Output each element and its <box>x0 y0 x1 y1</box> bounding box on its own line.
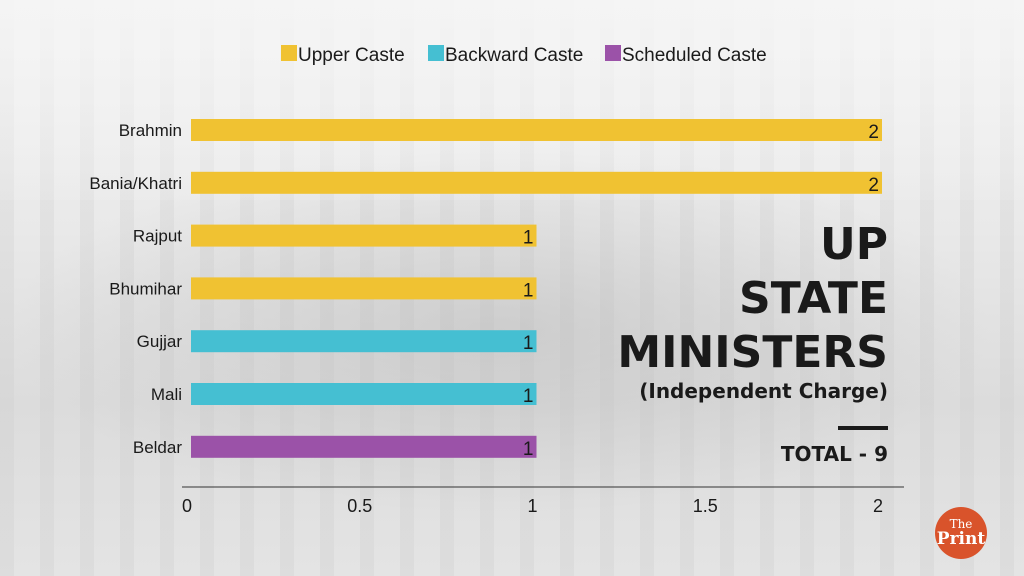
bar <box>191 224 537 247</box>
title-block: UP STATE MINISTERS (Independent Charge) … <box>617 218 888 466</box>
title-line-1: UP <box>820 219 888 270</box>
x-tick-label: 1 <box>527 496 537 516</box>
bar <box>191 383 537 405</box>
logo-line-2: Print <box>936 529 986 549</box>
title-line-2: STATE <box>739 273 888 324</box>
bar-value-label: 1 <box>523 228 534 249</box>
legend-swatch-scheduled-caste <box>605 45 621 61</box>
bar-value-label: 1 <box>523 386 534 407</box>
x-tick-label: 0 <box>182 496 192 516</box>
legend-swatch-upper-caste <box>281 45 297 61</box>
legend-swatch-backward-caste <box>428 45 444 61</box>
bar <box>191 330 537 353</box>
bar <box>191 277 537 300</box>
logo-line-1: The <box>949 517 973 531</box>
bar <box>191 119 882 141</box>
legend: Upper Caste Backward Caste Scheduled Caste <box>281 45 767 66</box>
bar <box>191 435 537 458</box>
x-axis: 0 0.5 1 1.5 2 <box>182 486 904 516</box>
category-label: Gujjar <box>137 332 183 351</box>
bar <box>191 171 882 194</box>
bar-value-label: 1 <box>523 439 534 460</box>
subtitle: (Independent Charge) <box>639 379 888 403</box>
legend-label: Backward Caste <box>445 45 583 66</box>
legend-label: Upper Caste <box>298 45 405 66</box>
bar-value-label: 2 <box>868 175 879 196</box>
total-label: TOTAL - 9 <box>780 442 888 466</box>
category-label: Beldar <box>133 438 182 457</box>
category-label: Bania/Khatri <box>89 174 182 193</box>
bar-value-label: 1 <box>523 280 534 301</box>
bar-value-label: 2 <box>868 122 879 143</box>
category-label: Brahmin <box>119 121 182 140</box>
background-fade <box>0 0 1024 200</box>
theprint-logo: The Print <box>935 507 987 559</box>
x-tick-label: 0.5 <box>347 496 372 516</box>
category-label: Rajput <box>133 227 182 246</box>
category-label: Mali <box>151 385 182 404</box>
divider <box>838 426 888 430</box>
x-tick-label: 1.5 <box>693 496 718 516</box>
bar-value-label: 1 <box>523 333 534 354</box>
x-tick-label: 2 <box>873 496 883 516</box>
legend-label: Scheduled Caste <box>622 45 767 66</box>
bars: Brahmin 2 Bania/Khatri 2 Rajput 1 Bhumihar 1 Guj… <box>89 119 882 460</box>
title-line-3: MINISTERS <box>617 327 888 378</box>
category-label: Bhumihar <box>109 279 182 298</box>
